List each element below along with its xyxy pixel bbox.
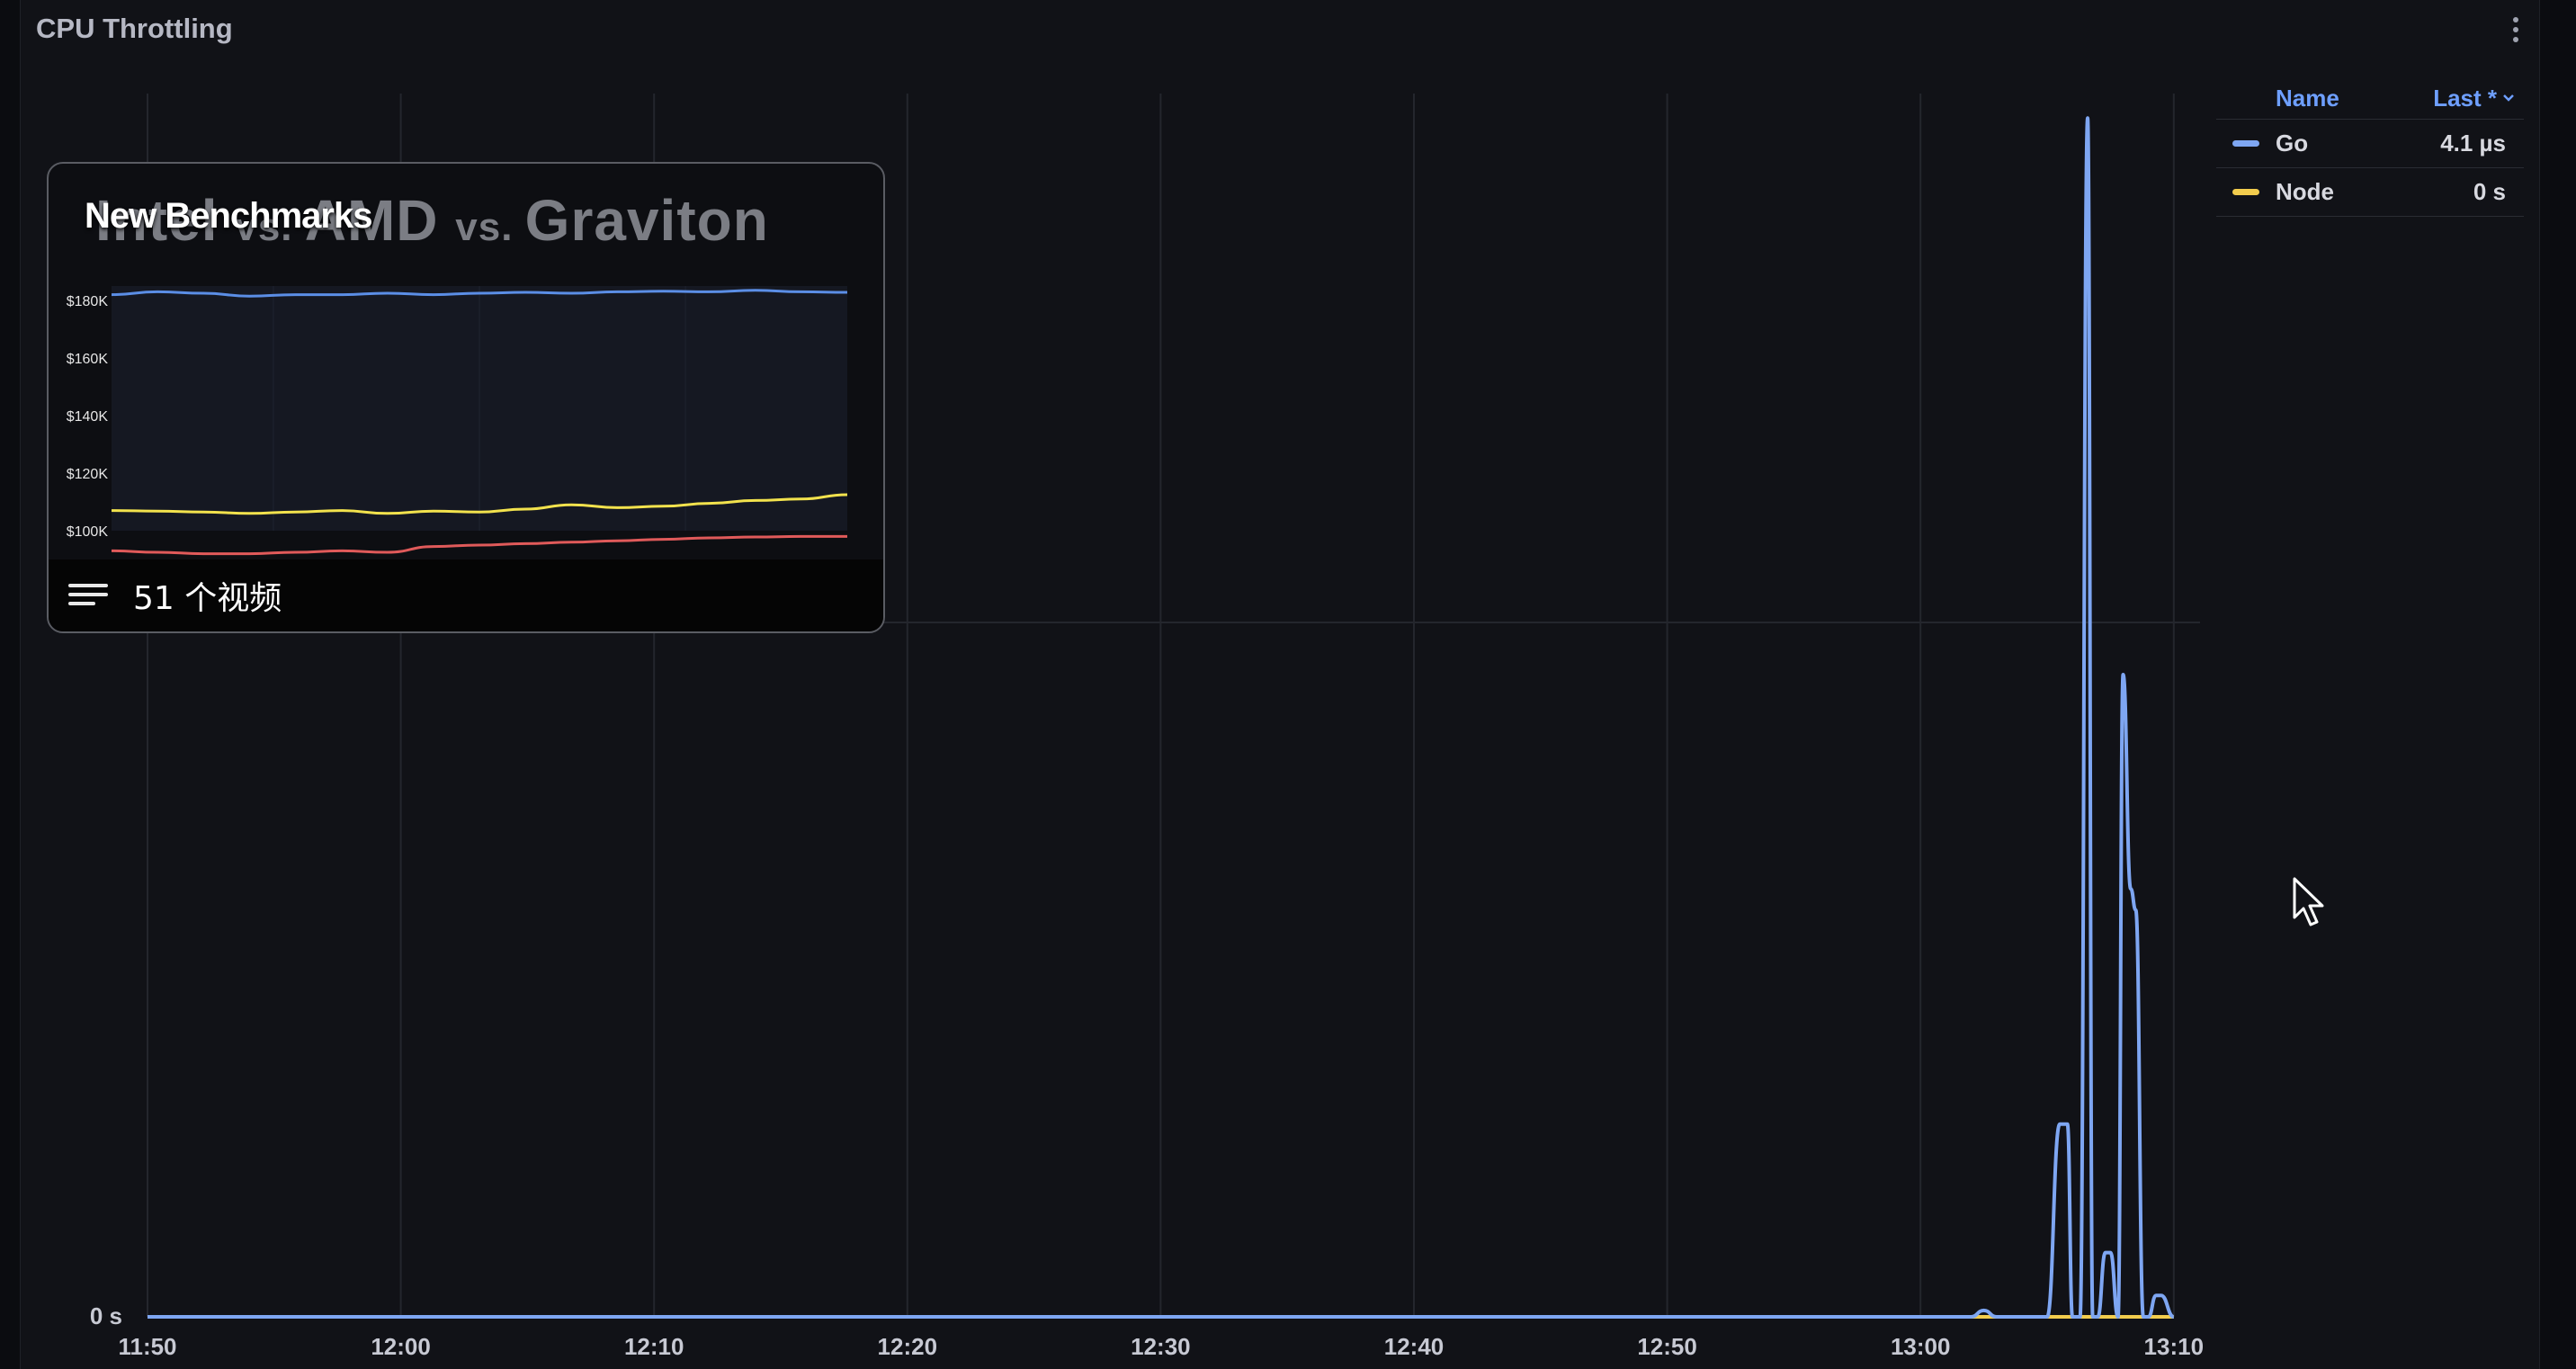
panel-title: CPU Throttling: [36, 13, 233, 44]
x-tick-label: 12:50: [1637, 1333, 1697, 1360]
x-tick-label: 12:30: [1131, 1333, 1191, 1360]
menu-dot-icon: [2513, 27, 2518, 32]
legend-series-last-value: 0 s: [2473, 178, 2506, 205]
legend-header-last[interactable]: Last *: [2433, 85, 2515, 112]
playlist-icon: [68, 582, 108, 609]
video-count: 51 个视频: [133, 580, 282, 617]
x-tick-label: 12:10: [624, 1333, 684, 1360]
legend-header-name[interactable]: Name: [2276, 84, 2339, 112]
series-color-swatch: [2232, 189, 2259, 195]
x-tick-label: 11:50: [118, 1333, 176, 1360]
menu-dot-icon: [2513, 37, 2518, 42]
thumbnail-series-line-1: [111, 493, 848, 515]
legend-series-last-value: 4.1 µs: [2440, 130, 2506, 157]
x-tick-label: 13:00: [1891, 1333, 1951, 1360]
thumbnail-y-tick: $140K: [67, 409, 109, 425]
legend-table: Name Last * Go 4.1 µs Node 0 s: [2216, 77, 2524, 217]
legend-series-name: Go: [2276, 130, 2309, 157]
legend-header-last-label: Last *: [2433, 84, 2497, 112]
panel-right-edge: [2539, 0, 2576, 1369]
thumbnail-series-line-2: [111, 534, 847, 556]
thumbnail-y-tick: $180K: [67, 294, 109, 309]
panel-menu-button[interactable]: [2497, 5, 2535, 54]
mouse-cursor-icon: [2293, 877, 2324, 926]
card-thumbnail-chart: $180K $160K $140K $120K $100K: [67, 286, 848, 556]
menu-dot-icon: [2513, 17, 2518, 22]
thumbnail-y-tick: $120K: [67, 467, 109, 482]
playlist-footer: 51 个视频: [49, 559, 883, 631]
playlist-title: New Benchmarks: [85, 196, 372, 236]
panel-left-edge: [0, 0, 21, 1369]
legend-series-name: Node: [2276, 178, 2334, 205]
x-tick-label: 12:40: [1384, 1333, 1445, 1360]
chevron-down-icon: [2503, 94, 2514, 102]
legend-header: Name Last *: [2216, 77, 2524, 120]
legend-row-node[interactable]: Node 0 s: [2216, 168, 2524, 217]
series-color-swatch: [2232, 140, 2259, 147]
playlist-overlay-card[interactable]: $180K $160K $140K $120K $100K Intel vs. AMD …: [47, 162, 885, 633]
legend-row-go[interactable]: Go 4.1 µs: [2216, 120, 2524, 168]
x-tick-label: 12:20: [878, 1333, 938, 1360]
y-tick-label: 0 s: [90, 1302, 122, 1329]
thumbnail-y-tick: $160K: [67, 352, 109, 367]
thumbnail-title: Intel vs. AMD vs. Graviton: [95, 188, 769, 253]
x-tick-label: 12:00: [371, 1333, 431, 1360]
thumbnail-series-line-0: [111, 289, 848, 298]
thumbnail-y-tick: $100K: [67, 524, 109, 540]
series-line-go: [148, 116, 2175, 1320]
x-tick-label: 13:10: [2144, 1333, 2205, 1360]
